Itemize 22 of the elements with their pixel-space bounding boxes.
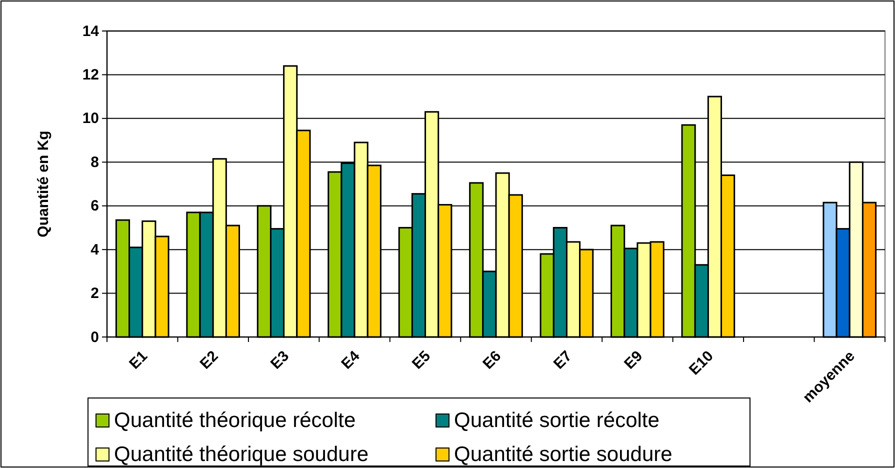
- y-tick-label: 6: [90, 198, 99, 215]
- x-tick-label: E2: [196, 348, 222, 373]
- y-tick-label: 12: [82, 66, 99, 84]
- x-tick-label: E9: [621, 348, 646, 373]
- legend-label: Quantité sortie soudure: [454, 443, 672, 466]
- x-tick-label: E4: [338, 347, 364, 373]
- y-tick-label: 0: [90, 328, 99, 346]
- x-tick-label: E3: [267, 348, 292, 373]
- y-tick-label: 8: [90, 154, 99, 171]
- x-tick-label: E6: [480, 348, 505, 373]
- x-tick-label: E1: [126, 348, 152, 373]
- x-tick-label: E7: [550, 348, 576, 373]
- y-tick-label: 2: [90, 285, 99, 302]
- legend-label: Quantité théorique récolte: [114, 409, 356, 432]
- x-tick-label: E5: [408, 348, 434, 373]
- y-axis-title: Quantité en Kg: [35, 130, 52, 238]
- legend-label: Quantité théorique soudure: [114, 443, 369, 466]
- y-tick-label: 10: [82, 110, 99, 128]
- y-tick-label: 4: [90, 241, 100, 258]
- legend-label: Quantité sortie récolte: [454, 409, 660, 432]
- x-tick-label: E10: [686, 348, 717, 379]
- y-tick-label: 14: [82, 22, 100, 40]
